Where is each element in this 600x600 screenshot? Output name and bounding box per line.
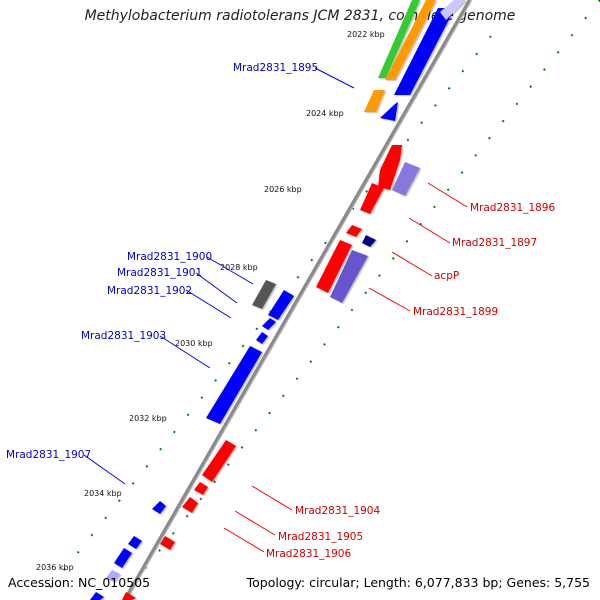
leader-lines <box>83 67 468 553</box>
gene-label[interactable]: Mrad2831_1897 <box>452 237 537 249</box>
gene-blue-small[interactable] <box>128 536 142 549</box>
tick-label: 2022 kbp <box>347 30 385 39</box>
feature-blue[interactable] <box>394 8 455 95</box>
tick-label: 2024 kbp <box>306 109 344 118</box>
feature-lavender-top[interactable] <box>440 0 466 20</box>
tick-label: 2028 kbp <box>220 263 258 272</box>
leader-1901 <box>195 272 238 304</box>
gene-1900[interactable] <box>268 290 294 320</box>
gene-1904[interactable] <box>202 440 236 482</box>
gene-label[interactable]: acpP <box>434 270 459 282</box>
gene-lavender-small[interactable] <box>106 570 120 582</box>
feature-blue-arrow[interactable] <box>380 102 398 121</box>
kbp-ticks: 2022 kbp 2024 kbp 2026 kbp 2028 kbp 2030… <box>36 30 385 572</box>
gene-1901[interactable] <box>262 318 276 330</box>
gene-acpP[interactable] <box>346 225 362 237</box>
leader-1896 <box>427 182 468 208</box>
backbone-highlight <box>126 0 473 600</box>
leader-1907 <box>83 454 126 485</box>
gene-1896-lavender[interactable] <box>392 162 420 196</box>
gene-label[interactable]: Mrad2831_1904 <box>295 505 380 517</box>
gene-1900-gray[interactable] <box>252 280 276 309</box>
tick-label: 2030 kbp <box>175 339 213 348</box>
leader-1900 <box>206 256 254 285</box>
leader-1902 <box>185 289 232 319</box>
gene-label[interactable]: Mrad2831_1901 <box>117 267 202 279</box>
leader-1904 <box>251 485 293 511</box>
topology-text: Topology: circular; Length: 6,077,833 bp… <box>246 575 590 590</box>
gene-blue-small-2[interactable] <box>114 548 132 568</box>
gene-1899-lavender[interactable] <box>330 250 368 303</box>
leader-1903 <box>159 335 211 369</box>
gene-red-small[interactable] <box>160 536 175 550</box>
feature-green[interactable] <box>378 0 420 78</box>
gene-1903[interactable] <box>206 346 262 424</box>
feature-track-reverse[interactable] <box>122 145 420 600</box>
gene-label[interactable]: Mrad2831_1905 <box>278 531 363 543</box>
feature-orange-small[interactable] <box>364 90 385 112</box>
genome-backbone <box>123 0 473 600</box>
leader-1895 <box>314 67 355 89</box>
gene-blue-bottom[interactable] <box>90 592 104 600</box>
gene-label[interactable]: Mrad2831_1902 <box>107 285 192 297</box>
leader-1897 <box>408 217 451 244</box>
gene-label[interactable]: Mrad2831_1906 <box>266 548 351 560</box>
gene-label[interactable]: Mrad2831_1903 <box>81 330 166 342</box>
gene-acpP-navy[interactable] <box>362 235 376 247</box>
gene-1907[interactable] <box>152 501 166 514</box>
tick-label: 2034 kbp <box>84 489 122 498</box>
gene-1896[interactable] <box>378 145 402 190</box>
gene-label[interactable]: Mrad2831_1900 <box>127 251 212 263</box>
gene-label[interactable]: Mrad2831_1896 <box>470 202 555 214</box>
feature-track-upper[interactable] <box>364 0 466 121</box>
gene-1906[interactable] <box>182 497 198 513</box>
gene-1897[interactable] <box>360 183 384 214</box>
gene-red-bottom[interactable] <box>122 592 136 600</box>
backbone-line <box>123 0 472 600</box>
gene-1905[interactable] <box>194 482 208 495</box>
gene-label[interactable]: Mrad2831_1895 <box>233 62 318 74</box>
gene-label[interactable]: Mrad2831_1899 <box>413 306 498 318</box>
tick-label: 2036 kbp <box>36 563 74 572</box>
leader-1906 <box>223 527 265 553</box>
gene-label[interactable]: Mrad2831_1907 <box>6 449 91 461</box>
gene-labels[interactable]: Mrad2831_1895 Mrad2831_1900 Mrad2831_190… <box>6 62 555 560</box>
leader-acpP <box>391 251 433 277</box>
feature-orange[interactable] <box>385 0 436 80</box>
gene-1899[interactable] <box>316 240 352 293</box>
gene-1902[interactable] <box>256 332 268 344</box>
feature-track-forward[interactable] <box>90 280 294 600</box>
leader-1899 <box>368 287 411 312</box>
tick-label: 2032 kbp <box>129 414 167 423</box>
leader-1905 <box>234 510 276 536</box>
tick-label: 2026 kbp <box>264 185 302 194</box>
left-dash-guide <box>39 35 492 600</box>
accession-text: Accession: NC_010505 <box>8 575 151 590</box>
